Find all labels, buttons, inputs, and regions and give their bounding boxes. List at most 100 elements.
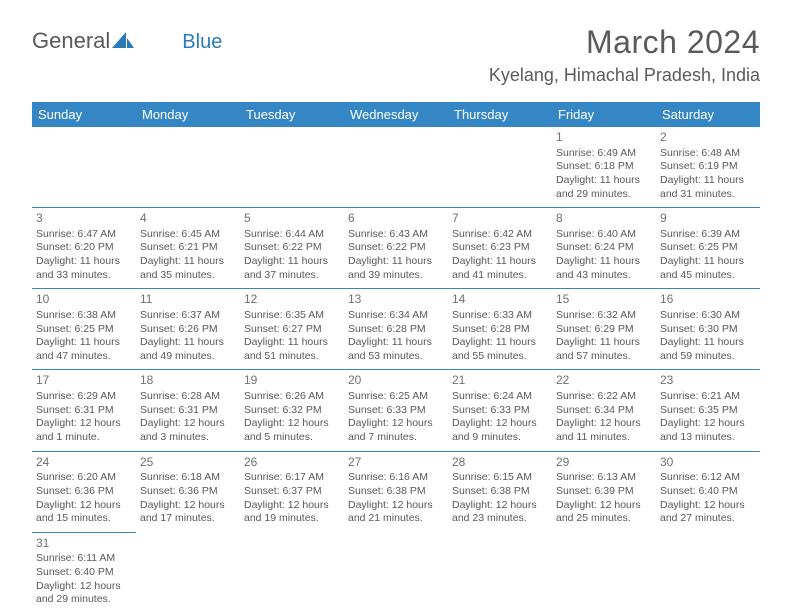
day-number: 23 (660, 373, 756, 389)
sunset-line: Sunset: 6:22 PM (348, 241, 444, 255)
calendar-cell-empty (32, 127, 136, 208)
sunset-line: Sunset: 6:37 PM (244, 485, 340, 499)
daylight-line: Daylight: 12 hours and 13 minutes. (660, 417, 756, 444)
calendar-cell: 10Sunrise: 6:38 AMSunset: 6:25 PMDayligh… (32, 289, 136, 370)
calendar-cell: 24Sunrise: 6:20 AMSunset: 6:36 PMDayligh… (32, 451, 136, 532)
calendar-cell: 30Sunrise: 6:12 AMSunset: 6:40 PMDayligh… (656, 451, 760, 532)
calendar-cell: 21Sunrise: 6:24 AMSunset: 6:33 PMDayligh… (448, 370, 552, 451)
sunrise-line: Sunrise: 6:29 AM (36, 390, 132, 404)
daylight-line: Daylight: 12 hours and 17 minutes. (140, 499, 236, 526)
day-number: 4 (140, 211, 236, 227)
sunrise-line: Sunrise: 6:38 AM (36, 309, 132, 323)
day-number: 14 (452, 292, 548, 308)
sunrise-line: Sunrise: 6:25 AM (348, 390, 444, 404)
day-number: 30 (660, 455, 756, 471)
sunset-line: Sunset: 6:27 PM (244, 323, 340, 337)
daylight-line: Daylight: 12 hours and 29 minutes. (36, 580, 132, 607)
logo-sail-icon (112, 28, 134, 54)
daylight-line: Daylight: 11 hours and 53 minutes. (348, 336, 444, 363)
sunrise-line: Sunrise: 6:21 AM (660, 390, 756, 404)
calendar-cell: 19Sunrise: 6:26 AMSunset: 6:32 PMDayligh… (240, 370, 344, 451)
calendar-row: 24Sunrise: 6:20 AMSunset: 6:36 PMDayligh… (32, 451, 760, 532)
day-number: 25 (140, 455, 236, 471)
calendar-cell-empty (448, 532, 552, 613)
sunrise-line: Sunrise: 6:35 AM (244, 309, 340, 323)
day-number: 31 (36, 536, 132, 552)
calendar-cell: 27Sunrise: 6:16 AMSunset: 6:38 PMDayligh… (344, 451, 448, 532)
daylight-line: Daylight: 11 hours and 31 minutes. (660, 174, 756, 201)
sunset-line: Sunset: 6:31 PM (36, 404, 132, 418)
day-number: 5 (244, 211, 340, 227)
sunrise-line: Sunrise: 6:20 AM (36, 471, 132, 485)
calendar-row: 1Sunrise: 6:49 AMSunset: 6:18 PMDaylight… (32, 127, 760, 208)
day-number: 18 (140, 373, 236, 389)
day-number: 21 (452, 373, 548, 389)
day-number: 2 (660, 130, 756, 146)
calendar-cell-empty (136, 127, 240, 208)
calendar-cell-empty (240, 532, 344, 613)
calendar-row: 10Sunrise: 6:38 AMSunset: 6:25 PMDayligh… (32, 289, 760, 370)
sunrise-line: Sunrise: 6:47 AM (36, 228, 132, 242)
calendar-cell: 26Sunrise: 6:17 AMSunset: 6:37 PMDayligh… (240, 451, 344, 532)
day-number: 3 (36, 211, 132, 227)
sunrise-line: Sunrise: 6:17 AM (244, 471, 340, 485)
sunset-line: Sunset: 6:34 PM (556, 404, 652, 418)
daylight-line: Daylight: 12 hours and 11 minutes. (556, 417, 652, 444)
sunset-line: Sunset: 6:20 PM (36, 241, 132, 255)
day-header: Sunday (32, 102, 136, 127)
day-number: 26 (244, 455, 340, 471)
day-number: 15 (556, 292, 652, 308)
sunset-line: Sunset: 6:30 PM (660, 323, 756, 337)
calendar-row: 31Sunrise: 6:11 AMSunset: 6:40 PMDayligh… (32, 532, 760, 613)
calendar-row: 17Sunrise: 6:29 AMSunset: 6:31 PMDayligh… (32, 370, 760, 451)
daylight-line: Daylight: 12 hours and 27 minutes. (660, 499, 756, 526)
calendar-cell: 18Sunrise: 6:28 AMSunset: 6:31 PMDayligh… (136, 370, 240, 451)
calendar-cell: 6Sunrise: 6:43 AMSunset: 6:22 PMDaylight… (344, 208, 448, 289)
daylight-line: Daylight: 11 hours and 49 minutes. (140, 336, 236, 363)
daylight-line: Daylight: 12 hours and 9 minutes. (452, 417, 548, 444)
day-number: 20 (348, 373, 444, 389)
sunrise-line: Sunrise: 6:43 AM (348, 228, 444, 242)
sunrise-line: Sunrise: 6:37 AM (140, 309, 236, 323)
sunset-line: Sunset: 6:18 PM (556, 160, 652, 174)
calendar-cell: 7Sunrise: 6:42 AMSunset: 6:23 PMDaylight… (448, 208, 552, 289)
day-header: Wednesday (344, 102, 448, 127)
calendar-cell-empty (656, 532, 760, 613)
calendar-cell: 28Sunrise: 6:15 AMSunset: 6:38 PMDayligh… (448, 451, 552, 532)
sunrise-line: Sunrise: 6:48 AM (660, 147, 756, 161)
day-number: 13 (348, 292, 444, 308)
daylight-line: Daylight: 11 hours and 33 minutes. (36, 255, 132, 282)
calendar-cell-empty (344, 127, 448, 208)
daylight-line: Daylight: 11 hours and 35 minutes. (140, 255, 236, 282)
day-number: 17 (36, 373, 132, 389)
sunset-line: Sunset: 6:22 PM (244, 241, 340, 255)
sunset-line: Sunset: 6:40 PM (36, 566, 132, 580)
calendar-cell: 11Sunrise: 6:37 AMSunset: 6:26 PMDayligh… (136, 289, 240, 370)
calendar-cell: 29Sunrise: 6:13 AMSunset: 6:39 PMDayligh… (552, 451, 656, 532)
day-number: 7 (452, 211, 548, 227)
sunset-line: Sunset: 6:39 PM (556, 485, 652, 499)
day-number: 12 (244, 292, 340, 308)
sunset-line: Sunset: 6:21 PM (140, 241, 236, 255)
calendar-cell: 25Sunrise: 6:18 AMSunset: 6:36 PMDayligh… (136, 451, 240, 532)
sunset-line: Sunset: 6:31 PM (140, 404, 236, 418)
daylight-line: Daylight: 12 hours and 19 minutes. (244, 499, 340, 526)
daylight-line: Daylight: 11 hours and 55 minutes. (452, 336, 548, 363)
day-number: 10 (36, 292, 132, 308)
calendar-cell-empty (344, 532, 448, 613)
calendar-cell: 31Sunrise: 6:11 AMSunset: 6:40 PMDayligh… (32, 532, 136, 613)
sunrise-line: Sunrise: 6:24 AM (452, 390, 548, 404)
sunrise-line: Sunrise: 6:44 AM (244, 228, 340, 242)
calendar-cell: 23Sunrise: 6:21 AMSunset: 6:35 PMDayligh… (656, 370, 760, 451)
sunset-line: Sunset: 6:33 PM (452, 404, 548, 418)
logo-text-blue: Blue (182, 31, 222, 54)
calendar-cell: 1Sunrise: 6:49 AMSunset: 6:18 PMDaylight… (552, 127, 656, 208)
calendar-cell: 4Sunrise: 6:45 AMSunset: 6:21 PMDaylight… (136, 208, 240, 289)
location-subtitle: Kyelang, Himachal Pradesh, India (32, 65, 760, 86)
calendar-cell: 14Sunrise: 6:33 AMSunset: 6:28 PMDayligh… (448, 289, 552, 370)
calendar-cell: 16Sunrise: 6:30 AMSunset: 6:30 PMDayligh… (656, 289, 760, 370)
day-number: 28 (452, 455, 548, 471)
day-number: 8 (556, 211, 652, 227)
day-number: 16 (660, 292, 756, 308)
sunset-line: Sunset: 6:24 PM (556, 241, 652, 255)
